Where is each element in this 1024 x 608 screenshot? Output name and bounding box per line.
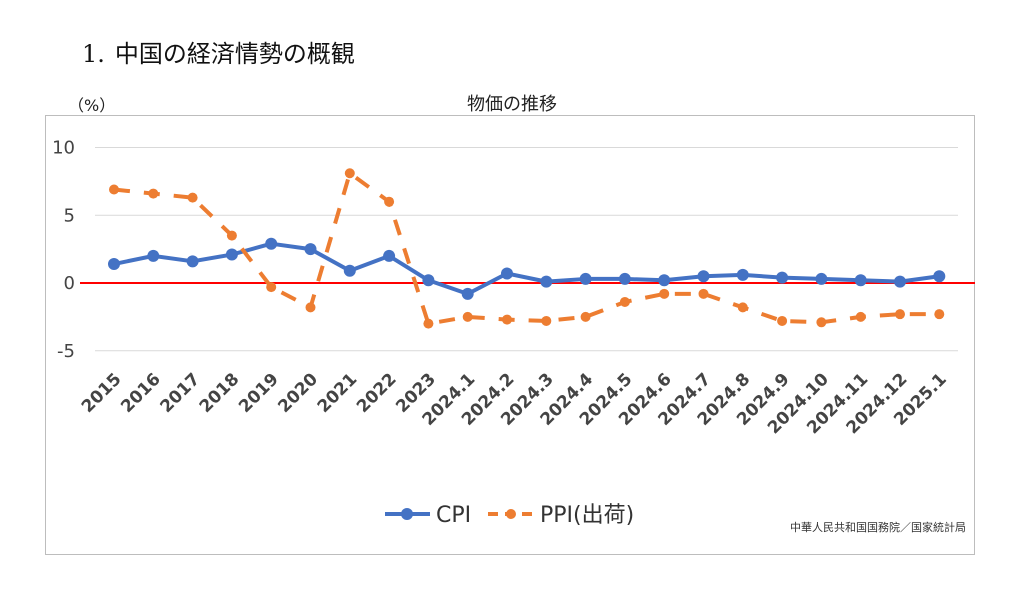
data-point xyxy=(540,275,553,288)
data-point xyxy=(501,267,513,280)
data-point xyxy=(854,274,867,287)
series-line xyxy=(112,241,942,296)
data-point xyxy=(502,314,512,325)
data-point xyxy=(343,264,356,277)
data-point xyxy=(776,271,789,284)
data-point xyxy=(186,255,199,268)
data-point xyxy=(736,268,749,281)
chart-title: 物価の推移 xyxy=(467,94,557,115)
x-axis-ticks: 2015201620172018201920202021202220232024… xyxy=(78,369,951,438)
data-point xyxy=(619,296,630,307)
data-point xyxy=(344,168,355,179)
legend-item-cpi: CPI xyxy=(385,503,471,528)
data-point xyxy=(618,272,631,285)
legend-marker xyxy=(506,509,516,519)
data-point xyxy=(423,318,434,329)
data-point xyxy=(383,249,396,262)
data-point xyxy=(579,272,592,285)
source-note: 中華人民共和国国務院／国家統計局 xyxy=(790,521,966,534)
y-axis-unit-label: （%） xyxy=(68,96,116,115)
data-point xyxy=(109,184,119,195)
section-number: 1. xyxy=(82,40,105,68)
data-point xyxy=(304,243,317,256)
data-point xyxy=(265,237,278,250)
data-point xyxy=(658,274,671,287)
data-point xyxy=(855,311,866,322)
legend-item-ppi: PPI(出荷) xyxy=(488,503,634,528)
gridlines xyxy=(95,147,958,352)
data-point xyxy=(777,315,788,326)
section-title: 中国の経済情勢の概観 xyxy=(114,40,355,68)
data-point xyxy=(422,274,435,287)
series-line xyxy=(113,171,940,326)
x-tick-label: 2019 xyxy=(235,369,283,417)
data-point xyxy=(266,282,277,293)
x-tick-label: 2020 xyxy=(274,369,322,417)
chart-frame xyxy=(45,115,975,555)
data-point xyxy=(226,230,237,241)
legend-label: PPI(出荷) xyxy=(540,503,634,528)
y-tick-label: 0 xyxy=(64,273,75,294)
x-tick-label: 2016 xyxy=(117,369,165,417)
y-axis-ticks: 10 5 0 -5 xyxy=(52,138,75,362)
y-tick-label: -5 xyxy=(57,341,75,362)
x-tick-label: 2022 xyxy=(353,369,401,417)
legend-label: CPI xyxy=(436,503,471,528)
series-ppi xyxy=(109,168,945,329)
data-point xyxy=(461,287,474,300)
legend: CPI PPI(出荷) xyxy=(385,503,634,528)
x-tick-label: 2015 xyxy=(78,369,126,417)
data-point xyxy=(147,249,160,262)
data-point xyxy=(305,302,316,313)
data-point xyxy=(541,315,552,326)
series-cpi xyxy=(108,237,946,300)
data-point xyxy=(462,311,473,322)
data-point xyxy=(659,288,670,299)
data-point xyxy=(225,248,238,261)
data-point xyxy=(895,309,905,320)
section-heading: 1. 中国の経済情勢の概観 xyxy=(82,34,355,69)
data-point xyxy=(697,270,710,283)
y-tick-label: 10 xyxy=(52,138,75,159)
y-tick-label: 5 xyxy=(64,205,75,226)
data-point xyxy=(580,311,591,322)
data-point xyxy=(187,192,198,203)
legend-marker xyxy=(401,508,413,520)
data-point xyxy=(816,317,827,328)
x-tick-label: 2021 xyxy=(314,369,362,417)
data-point xyxy=(934,309,945,320)
data-point xyxy=(737,302,748,313)
x-tick-label: 2018 xyxy=(196,369,244,417)
data-point xyxy=(933,270,946,283)
data-point xyxy=(108,258,120,271)
data-point xyxy=(384,196,395,207)
data-point xyxy=(148,188,159,199)
data-point xyxy=(698,288,709,299)
data-point xyxy=(815,272,828,285)
x-tick-label: 2017 xyxy=(157,369,205,417)
data-point xyxy=(894,275,906,288)
series-layer xyxy=(108,168,946,329)
